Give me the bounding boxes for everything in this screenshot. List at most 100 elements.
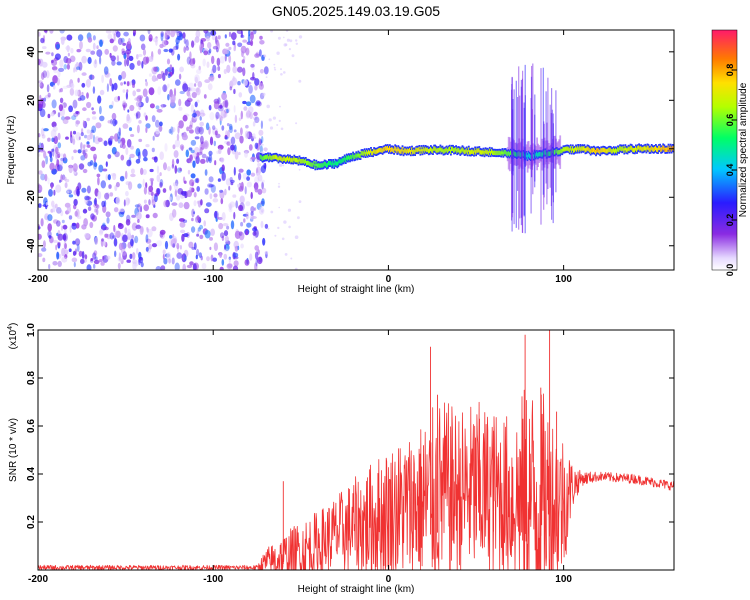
ridge-band-inner: [426, 147, 429, 152]
x-tick-label: 0: [386, 274, 392, 285]
ridge-band-inner: [571, 146, 574, 151]
ridge-band-inner: [381, 148, 384, 153]
noise-speck: [66, 205, 71, 214]
noise-speck: [131, 234, 135, 239]
snr-y-ticks: 0.2 0.4 0.6 0.8 1.0: [26, 323, 674, 529]
noise-speck: [240, 30, 243, 38]
ridge-band-inner: [440, 148, 443, 153]
ridge-band-inner: [407, 149, 410, 154]
noise-speck: [198, 65, 201, 71]
noise-speck: [230, 144, 235, 151]
noise-speck: [101, 74, 104, 84]
noise-speck: [126, 89, 129, 93]
noise-speck: [90, 258, 94, 261]
noise-speck: [52, 204, 56, 213]
noise-speck: [57, 151, 61, 159]
noise-speck: [244, 186, 247, 195]
ridge-band-inner: [563, 147, 566, 152]
noise-speck: [107, 174, 111, 181]
noise-speck: [52, 239, 58, 243]
noise-speck: [276, 51, 280, 55]
ridge-band-inner: [422, 146, 425, 152]
ridge-band-inner: [413, 149, 415, 154]
noise-speck: [186, 97, 193, 103]
noise-speck: [232, 65, 238, 74]
noise-speck: [136, 124, 140, 134]
colorbar-tick-label: 0.0: [725, 264, 735, 277]
noise-speck: [81, 149, 86, 155]
ridge-band-inner: [519, 152, 522, 157]
noise-speck: [145, 81, 149, 87]
noise-speck: [272, 116, 276, 120]
noise-speck: [60, 159, 64, 167]
noise-speck: [171, 202, 178, 206]
noise-speck: [246, 169, 251, 176]
noise-speck: [62, 232, 68, 242]
noise-speck: [179, 167, 182, 172]
noise-speck: [61, 256, 68, 263]
noise-speck: [145, 126, 148, 133]
noise-speck: [230, 220, 235, 230]
noise-speck: [181, 233, 185, 242]
noise-speck: [204, 79, 211, 83]
noise-speck: [233, 46, 236, 52]
ridge-band-inner: [302, 158, 305, 164]
noise-speck: [253, 207, 257, 211]
ridge-band-inner: [598, 148, 600, 154]
noise-speck: [99, 229, 104, 234]
noise-speck: [44, 94, 51, 99]
ridge-band-inner: [429, 148, 431, 153]
noise-speck: [95, 204, 100, 209]
noise-speck: [108, 184, 112, 189]
noise-speck: [107, 120, 112, 124]
noise-speck: [102, 222, 106, 227]
noise-speck: [277, 36, 281, 40]
noise-speck: [259, 40, 265, 45]
ridge-band-inner: [526, 154, 529, 160]
noise-speck: [250, 172, 256, 177]
noise-speck: [82, 168, 88, 174]
noise-speck: [221, 212, 226, 221]
noise-speck: [61, 247, 66, 257]
noise-speck: [234, 230, 241, 239]
noise-speck: [70, 83, 75, 89]
ridge-band-inner: [547, 151, 550, 156]
noise-speck: [262, 237, 266, 246]
noise-speck: [99, 89, 105, 96]
noise-speck: [57, 164, 63, 172]
ridge-band-inner: [397, 147, 400, 152]
noise-speck: [98, 164, 104, 173]
ridge-band-inner: [661, 147, 664, 152]
noise-speck: [217, 66, 221, 71]
noise-speck: [94, 208, 97, 213]
ridge-band-inner: [608, 147, 611, 152]
noise-speck: [239, 195, 245, 204]
noise-speck: [206, 61, 210, 68]
ridge-band-inner: [366, 151, 369, 156]
noise-speck: [261, 181, 264, 190]
noise-speck: [245, 101, 252, 107]
noise-speck: [265, 150, 267, 152]
noise-speck: [199, 43, 204, 52]
noise-speck: [71, 156, 74, 160]
noise-speck: [259, 69, 264, 74]
ridge-band-inner: [621, 146, 624, 152]
noise-speck: [249, 253, 253, 261]
noise-speck: [57, 132, 61, 141]
noise-speck: [176, 242, 180, 250]
noise-speck: [53, 189, 56, 196]
noise-speck: [164, 143, 168, 152]
ridge-band-inner: [294, 157, 297, 163]
noise-speck: [56, 77, 60, 86]
noise-speck: [138, 251, 142, 259]
noise-speck: [123, 81, 126, 85]
noise-speck: [169, 185, 172, 191]
noise-speck: [49, 151, 53, 158]
ridge-band-inner: [351, 155, 353, 160]
noise-speck: [178, 218, 185, 222]
ridge-band-inner: [303, 159, 306, 165]
ridge-band-inner: [349, 156, 351, 161]
noise-speck: [258, 137, 262, 147]
noise-speck: [174, 189, 178, 197]
noise-speck: [115, 196, 121, 205]
